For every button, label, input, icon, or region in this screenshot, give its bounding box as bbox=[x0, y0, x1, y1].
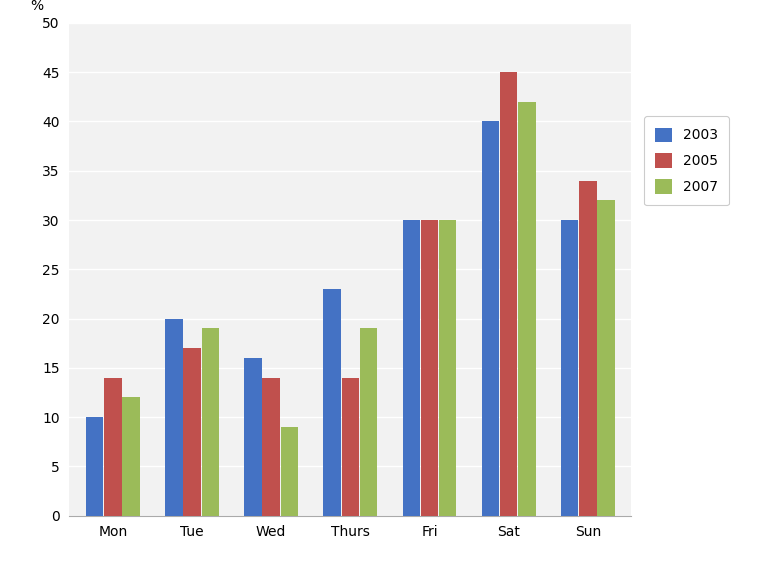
Bar bbox=[482, 121, 499, 516]
Bar bbox=[561, 220, 578, 516]
Bar bbox=[165, 319, 182, 516]
Bar bbox=[598, 201, 614, 516]
Bar bbox=[263, 378, 280, 516]
Bar bbox=[518, 102, 536, 516]
Bar bbox=[281, 427, 298, 516]
Bar bbox=[122, 398, 140, 516]
Bar bbox=[579, 180, 597, 516]
Bar bbox=[323, 289, 341, 516]
Bar bbox=[403, 220, 420, 516]
Bar bbox=[202, 328, 219, 516]
Legend: 2003, 2005, 2007: 2003, 2005, 2007 bbox=[644, 116, 729, 205]
Bar bbox=[421, 220, 438, 516]
Bar bbox=[183, 348, 201, 516]
Bar bbox=[500, 72, 517, 516]
Bar bbox=[244, 358, 262, 516]
Bar bbox=[104, 378, 122, 516]
Bar bbox=[360, 328, 377, 516]
Bar bbox=[86, 417, 103, 516]
Text: %: % bbox=[30, 0, 43, 13]
Bar bbox=[342, 378, 359, 516]
Bar bbox=[439, 220, 457, 516]
